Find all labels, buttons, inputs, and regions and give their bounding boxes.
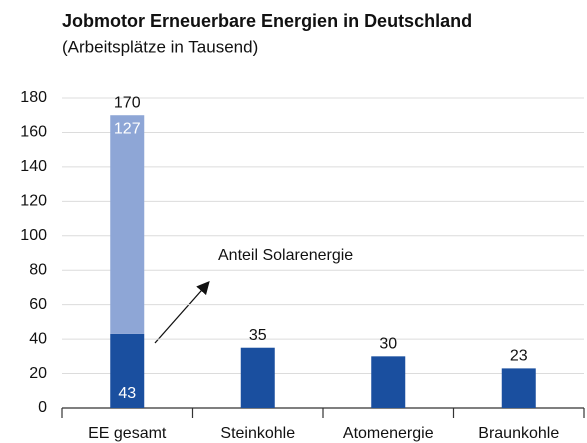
x-tick-label: Steinkohle xyxy=(220,425,295,442)
bar-segment xyxy=(110,333,145,408)
bar-segment xyxy=(501,368,536,408)
y-tick-label: 180 xyxy=(20,89,47,106)
annotation-arrow xyxy=(154,281,210,344)
annotation: Anteil Solarenergie xyxy=(218,247,353,264)
y-tick-label: 60 xyxy=(29,296,47,313)
bar-value-label: 127 xyxy=(114,120,141,137)
y-tick-label: 40 xyxy=(29,330,47,347)
bar-value-label: 35 xyxy=(249,327,267,344)
y-tick-label: 100 xyxy=(20,227,47,244)
chart-subtitle: (Arbeitsplätze in Tausend) xyxy=(62,37,258,56)
bar-value-label: 23 xyxy=(510,348,528,365)
bar-value-label: 30 xyxy=(379,336,397,353)
y-tick-label: 20 xyxy=(29,365,47,382)
bar-segment xyxy=(240,347,275,408)
x-tick-label: EE gesamt xyxy=(88,425,167,442)
bar-segment xyxy=(110,115,145,334)
y-tick-label: 80 xyxy=(29,261,47,278)
chart-title: Jobmotor Erneuerbare Energien in Deutsch… xyxy=(62,11,472,31)
x-tick-label: Braunkohle xyxy=(478,425,559,442)
bar-segment xyxy=(371,356,406,408)
x-tick-label: Atomenergie xyxy=(343,425,434,442)
y-tick-label: 160 xyxy=(20,124,47,141)
bar-value-label: 43 xyxy=(118,385,136,402)
y-tick-label: 120 xyxy=(20,193,47,210)
y-tick-label: 140 xyxy=(20,158,47,175)
total-label: 170 xyxy=(114,94,141,111)
y-tick-label: 0 xyxy=(38,399,47,416)
